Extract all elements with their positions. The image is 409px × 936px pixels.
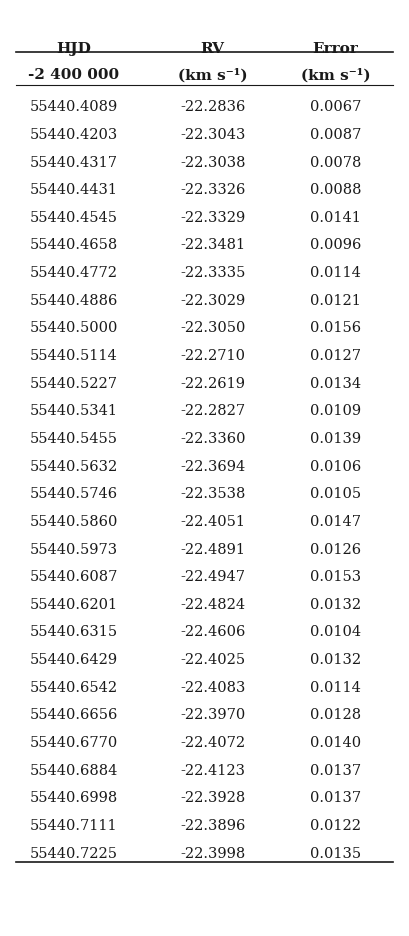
Text: 0.0109: 0.0109 <box>310 404 361 417</box>
Text: 0.0134: 0.0134 <box>310 376 361 390</box>
Text: -22.3326: -22.3326 <box>180 183 245 197</box>
Text: 55440.6656: 55440.6656 <box>29 708 118 722</box>
Text: 55440.6998: 55440.6998 <box>29 790 118 804</box>
Text: 55440.5341: 55440.5341 <box>29 404 118 417</box>
Text: 0.0122: 0.0122 <box>310 818 361 832</box>
Text: 0.0141: 0.0141 <box>310 211 361 225</box>
Text: 0.0121: 0.0121 <box>310 294 361 307</box>
Text: -22.3329: -22.3329 <box>180 211 245 225</box>
Text: 0.0135: 0.0135 <box>310 846 361 859</box>
Text: 0.0078: 0.0078 <box>310 155 361 169</box>
Text: 55440.5455: 55440.5455 <box>29 431 118 446</box>
Text: 55440.5746: 55440.5746 <box>29 487 118 501</box>
Text: 0.0067: 0.0067 <box>310 100 361 114</box>
Text: 0.0127: 0.0127 <box>310 348 361 362</box>
Text: -22.2710: -22.2710 <box>180 348 245 362</box>
Text: 0.0132: 0.0132 <box>310 597 361 611</box>
Text: 0.0096: 0.0096 <box>310 238 361 252</box>
Text: 0.0156: 0.0156 <box>310 321 361 335</box>
Text: -22.2619: -22.2619 <box>180 376 245 390</box>
Text: (km s⁻¹): (km s⁻¹) <box>178 68 247 82</box>
Text: -2 400 000: -2 400 000 <box>28 68 119 82</box>
Text: -22.3538: -22.3538 <box>180 487 245 501</box>
Text: -22.3998: -22.3998 <box>180 846 245 859</box>
Text: -22.3481: -22.3481 <box>180 238 245 252</box>
Text: 55440.4886: 55440.4886 <box>29 294 118 307</box>
Text: 55440.4772: 55440.4772 <box>29 266 118 280</box>
Text: -22.3335: -22.3335 <box>180 266 245 280</box>
Text: -22.3029: -22.3029 <box>180 294 245 307</box>
Text: 55440.5860: 55440.5860 <box>29 515 118 528</box>
Text: 55440.7225: 55440.7225 <box>29 846 118 859</box>
Text: 55440.4317: 55440.4317 <box>29 155 118 169</box>
Text: 0.0106: 0.0106 <box>310 459 361 473</box>
Text: 55440.7111: 55440.7111 <box>30 818 117 832</box>
Text: -22.4123: -22.4123 <box>180 763 245 777</box>
Text: -22.3694: -22.3694 <box>180 459 245 473</box>
Text: -22.3043: -22.3043 <box>180 128 245 141</box>
Text: 55440.4545: 55440.4545 <box>29 211 118 225</box>
Text: 55440.5000: 55440.5000 <box>29 321 118 335</box>
Text: HJD: HJD <box>56 42 91 56</box>
Text: -22.3360: -22.3360 <box>180 431 245 446</box>
Text: 55440.5114: 55440.5114 <box>30 348 117 362</box>
Text: 55440.6429: 55440.6429 <box>29 652 118 666</box>
Text: (km s⁻¹): (km s⁻¹) <box>301 68 370 82</box>
Text: 0.0114: 0.0114 <box>310 680 361 694</box>
Text: 0.0147: 0.0147 <box>310 515 361 528</box>
Text: 0.0137: 0.0137 <box>310 790 361 804</box>
Text: 55440.5227: 55440.5227 <box>29 376 118 390</box>
Text: 0.0114: 0.0114 <box>310 266 361 280</box>
Text: -22.3928: -22.3928 <box>180 790 245 804</box>
Text: -22.4051: -22.4051 <box>180 515 245 528</box>
Text: 0.0128: 0.0128 <box>310 708 361 722</box>
Text: 0.0132: 0.0132 <box>310 652 361 666</box>
Text: -22.4891: -22.4891 <box>180 542 245 556</box>
Text: 0.0153: 0.0153 <box>310 569 361 583</box>
Text: -22.2836: -22.2836 <box>180 100 245 114</box>
Text: -22.2827: -22.2827 <box>180 404 245 417</box>
Text: Error: Error <box>312 42 358 56</box>
Text: 55440.6315: 55440.6315 <box>29 625 118 638</box>
Text: 55440.6884: 55440.6884 <box>29 763 118 777</box>
Text: RV: RV <box>201 42 225 56</box>
Text: 55440.6770: 55440.6770 <box>29 736 118 749</box>
Text: -22.4606: -22.4606 <box>180 625 245 638</box>
Text: -22.3970: -22.3970 <box>180 708 245 722</box>
Text: 55440.4089: 55440.4089 <box>29 100 118 114</box>
Text: 55440.6087: 55440.6087 <box>29 569 118 583</box>
Text: -22.3050: -22.3050 <box>180 321 245 335</box>
Text: 0.0140: 0.0140 <box>310 736 361 749</box>
Text: 0.0105: 0.0105 <box>310 487 361 501</box>
Text: -22.4025: -22.4025 <box>180 652 245 666</box>
Text: 0.0137: 0.0137 <box>310 763 361 777</box>
Text: 55440.4658: 55440.4658 <box>29 238 118 252</box>
Text: -22.4083: -22.4083 <box>180 680 245 694</box>
Text: -22.3038: -22.3038 <box>180 155 245 169</box>
Text: -22.4072: -22.4072 <box>180 736 245 749</box>
Text: 55440.5973: 55440.5973 <box>29 542 118 556</box>
Text: -22.4824: -22.4824 <box>180 597 245 611</box>
Text: 55440.6542: 55440.6542 <box>29 680 118 694</box>
Text: 55440.5632: 55440.5632 <box>29 459 118 473</box>
Text: -22.3896: -22.3896 <box>180 818 245 832</box>
Text: 55440.4203: 55440.4203 <box>29 128 118 141</box>
Text: 0.0139: 0.0139 <box>310 431 361 446</box>
Text: 0.0088: 0.0088 <box>310 183 361 197</box>
Text: 0.0104: 0.0104 <box>310 625 361 638</box>
Text: -22.4947: -22.4947 <box>180 569 245 583</box>
Text: 0.0126: 0.0126 <box>310 542 361 556</box>
Text: 0.0087: 0.0087 <box>310 128 361 141</box>
Text: 55440.4431: 55440.4431 <box>29 183 118 197</box>
Text: 55440.6201: 55440.6201 <box>29 597 118 611</box>
